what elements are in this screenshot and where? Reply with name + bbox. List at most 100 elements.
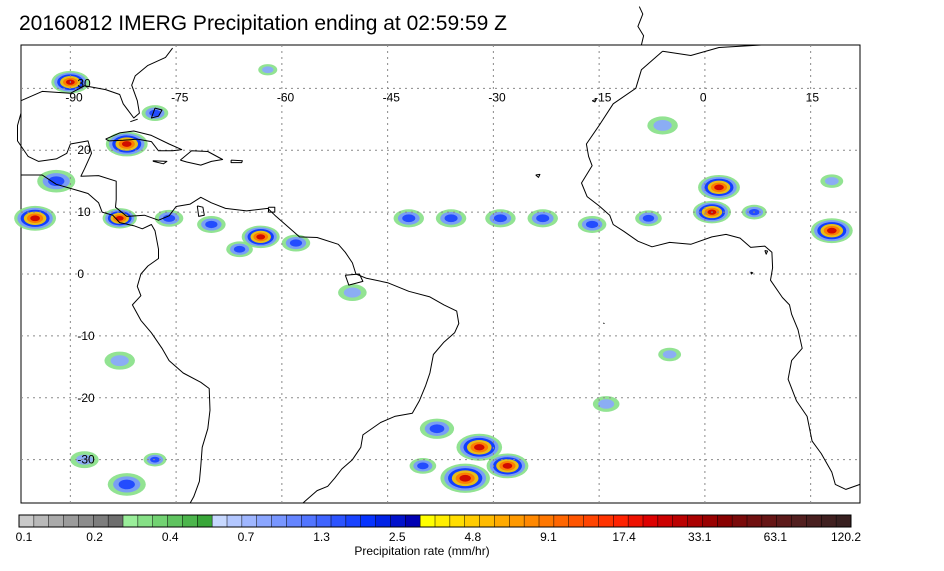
rain-cell bbox=[419, 418, 455, 439]
colorbar-swatch bbox=[227, 515, 243, 527]
rain-cell bbox=[258, 64, 278, 76]
coastline bbox=[17, 112, 460, 504]
coastline bbox=[750, 271, 754, 275]
colorbar-swatch bbox=[256, 515, 272, 527]
colorbar-swatch bbox=[836, 515, 852, 527]
longitude-label: -45 bbox=[383, 90, 401, 104]
coordinate-labels: -90 -75 -60 -45 -30 -15 0 15 30 20 10 0 -10 -20 -30 bbox=[65, 76, 819, 466]
colorbar-swatch bbox=[494, 515, 510, 527]
colorbar-swatch bbox=[123, 515, 139, 527]
colorbar-swatch bbox=[568, 515, 584, 527]
colorbar-tick-label: 0.2 bbox=[86, 530, 103, 544]
colorbar-swatch bbox=[598, 515, 614, 527]
colorbar-swatch bbox=[167, 515, 183, 527]
coastline bbox=[20, 47, 173, 119]
colorbar-swatch bbox=[375, 515, 391, 527]
coastline bbox=[196, 205, 205, 217]
colorbar-swatch bbox=[331, 515, 347, 527]
colorbar-swatch bbox=[63, 515, 79, 527]
rain-cell bbox=[241, 225, 280, 249]
rain-cell bbox=[14, 205, 57, 231]
rain-cell bbox=[105, 131, 148, 157]
colorbar-swatch bbox=[33, 515, 49, 527]
colorbar-swatch bbox=[345, 515, 361, 527]
colorbar-swatch bbox=[271, 515, 287, 527]
colorbar-swatch bbox=[137, 515, 153, 527]
coastline bbox=[130, 118, 138, 123]
rain-cell bbox=[281, 234, 311, 252]
rain-cell bbox=[338, 284, 367, 302]
coastline bbox=[230, 159, 243, 164]
latitude-label: 20 bbox=[77, 143, 91, 157]
colorbar-swatch bbox=[628, 515, 644, 527]
colorbar-swatch bbox=[316, 515, 332, 527]
coastline bbox=[152, 160, 168, 165]
colorbar-swatch bbox=[583, 515, 599, 527]
rain-cell bbox=[197, 216, 226, 233]
colorbar-swatch bbox=[108, 515, 124, 527]
colorbar-swatch bbox=[687, 515, 703, 527]
latitude-label: -10 bbox=[77, 329, 95, 343]
rain-cell bbox=[141, 105, 169, 121]
colorbar-swatch bbox=[761, 515, 777, 527]
colorbar-tick-label: 0.7 bbox=[238, 530, 255, 544]
colorbar: 0.1 0.2 0.4 0.7 1.3 2.5 4.8 9.1 17.4 33.1 63.1 120.… bbox=[16, 514, 861, 544]
rain-cell bbox=[592, 396, 620, 412]
graticule bbox=[21, 45, 860, 503]
rain-cell bbox=[456, 433, 503, 461]
colorbar-swatch bbox=[717, 515, 733, 527]
colorbar-swatch bbox=[672, 515, 688, 527]
colorbar-swatch bbox=[657, 515, 673, 527]
colorbar-swatch bbox=[524, 515, 540, 527]
colorbar-swatch bbox=[643, 515, 659, 527]
coastline bbox=[581, 50, 861, 490]
colorbar-swatch bbox=[821, 515, 837, 527]
colorbar-swatch bbox=[791, 515, 807, 527]
coastline bbox=[105, 130, 183, 152]
longitude-label: -15 bbox=[594, 90, 612, 104]
latitude-label: 10 bbox=[77, 205, 91, 219]
colorbar-swatch bbox=[152, 515, 168, 527]
colorbar-tick-label: 2.5 bbox=[389, 530, 406, 544]
colorbar-swatch bbox=[197, 515, 213, 527]
colorbar-swatch bbox=[420, 515, 436, 527]
colorbar-swatch bbox=[732, 515, 748, 527]
colorbar-swatch bbox=[449, 515, 465, 527]
colorbar-swatch bbox=[464, 515, 480, 527]
latitude-label: 0 bbox=[77, 267, 84, 281]
colorbar-swatch bbox=[435, 515, 451, 527]
coastline bbox=[591, 99, 597, 103]
colorbar-tick-label: 33.1 bbox=[688, 530, 712, 544]
rain-cell bbox=[393, 209, 425, 228]
longitude-label: -30 bbox=[488, 90, 506, 104]
longitude-label: 0 bbox=[700, 90, 707, 104]
rain-cell bbox=[70, 451, 99, 469]
rain-cell bbox=[409, 457, 437, 474]
rain-cell bbox=[486, 453, 529, 479]
coastline bbox=[764, 250, 769, 255]
rain-cell bbox=[820, 174, 844, 188]
colorbar-swatch bbox=[182, 515, 198, 527]
rain-cell bbox=[647, 116, 678, 135]
colorbar-tick-label: 17.4 bbox=[612, 530, 636, 544]
coastline bbox=[662, 44, 779, 56]
coastline bbox=[535, 173, 541, 178]
rain-cell bbox=[810, 218, 853, 244]
colorbar-swatch bbox=[553, 515, 569, 527]
colorbar-tick-label: 0.4 bbox=[162, 530, 179, 544]
rain-cell bbox=[435, 209, 467, 228]
coastline bbox=[150, 107, 163, 119]
longitude-label: -75 bbox=[171, 90, 189, 104]
colorbar-swatch bbox=[390, 515, 406, 527]
colorbar-swatch bbox=[301, 515, 317, 527]
colorbar-label: Precipitation rate (mm/hr) bbox=[354, 544, 489, 558]
colorbar-swatch bbox=[19, 515, 35, 527]
coastline bbox=[21, 174, 211, 504]
rain-cell bbox=[485, 209, 516, 228]
colorbar-tick-label: 63.1 bbox=[764, 530, 788, 544]
rain-cell bbox=[102, 208, 137, 229]
rain-cell bbox=[658, 347, 682, 362]
rain-cell bbox=[104, 351, 135, 370]
longitude-label: -90 bbox=[65, 90, 83, 104]
colorbar-swatch bbox=[360, 515, 376, 527]
